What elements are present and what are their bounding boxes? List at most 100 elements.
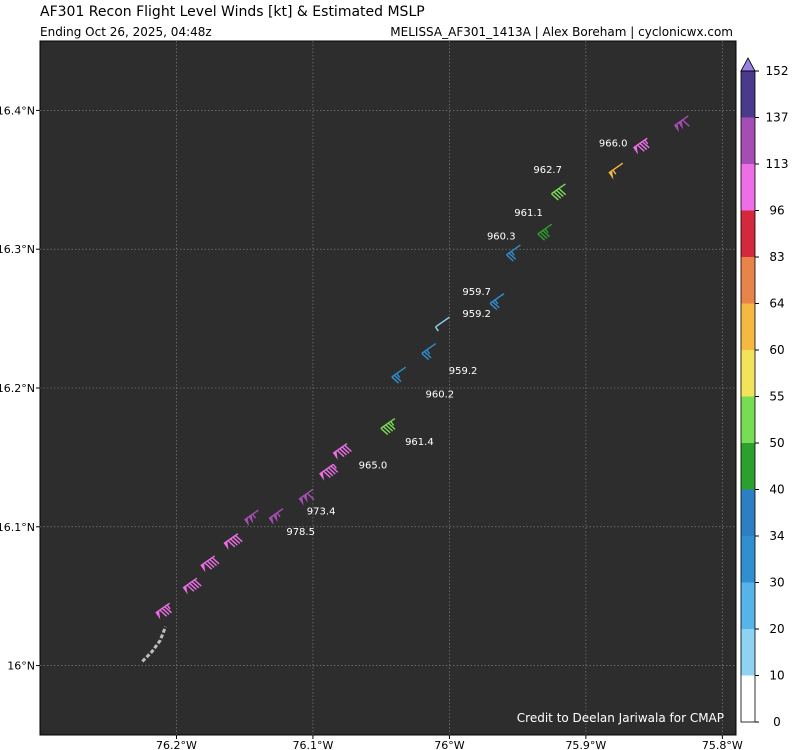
barb-flag xyxy=(244,517,250,527)
barb-flag xyxy=(674,123,679,133)
colorbar-tick-label: 30 xyxy=(769,576,784,590)
colorbar-tick-label: 60 xyxy=(769,343,784,357)
mslp-label: 962.7 xyxy=(533,165,562,176)
mslp-label: 961.1 xyxy=(514,208,543,219)
wind-barb xyxy=(182,577,202,595)
barb-staff xyxy=(673,115,689,127)
barb-flag xyxy=(200,563,206,573)
x-tick-label: 76.2°W xyxy=(156,739,197,750)
barb-full xyxy=(194,579,202,587)
colorbar-tick-label: 64 xyxy=(769,297,784,311)
barb-half xyxy=(510,250,515,256)
barb-full xyxy=(341,446,350,454)
barb-full xyxy=(641,141,650,149)
barb-full xyxy=(306,492,315,501)
x-tick-label: 75.9°W xyxy=(565,739,606,750)
barb-staff xyxy=(298,488,314,500)
colorbar-tick-label: 55 xyxy=(769,390,784,404)
barb-staff xyxy=(551,183,566,195)
colorbar-segment xyxy=(741,582,755,629)
wind-barb xyxy=(268,508,284,526)
barb-half xyxy=(252,513,257,519)
y-tick-label: 16.4°N xyxy=(0,104,35,117)
barb-full xyxy=(186,584,195,592)
colorbar-tick-label: 137 xyxy=(766,111,789,125)
colorbar-segment xyxy=(741,396,755,443)
colorbar-tick-label: 0 xyxy=(773,715,781,729)
source-credit: MELISSA_AF301_1413A | Alex Boreham | cyc… xyxy=(390,25,733,39)
gridlines xyxy=(40,41,736,735)
barb-full xyxy=(385,424,394,432)
wind-barb xyxy=(380,417,396,436)
wind-barb xyxy=(223,533,243,551)
barb-flag xyxy=(633,145,638,155)
barb-full xyxy=(537,233,546,241)
mslp-label: 960.2 xyxy=(426,390,455,401)
colorbar-segment xyxy=(741,117,755,164)
barb-staff xyxy=(380,417,396,429)
barb-full xyxy=(636,144,645,152)
barb-full xyxy=(421,352,430,361)
barb-full xyxy=(204,562,213,570)
barb-full xyxy=(391,376,400,384)
y-axis-ticks: 16°N 16.1°N 16.2°N 16.3°N 16.4°N xyxy=(0,104,40,673)
wind-barb xyxy=(200,555,220,573)
colorbar-segment xyxy=(741,443,755,490)
wind-barb xyxy=(244,509,259,527)
barb-full xyxy=(159,609,168,617)
wind-barb xyxy=(155,602,173,620)
barb-full xyxy=(551,193,559,201)
barb-flag xyxy=(303,493,308,503)
barb-full xyxy=(328,467,336,475)
x-tick-label: 75.8°W xyxy=(702,739,743,750)
barb-full xyxy=(555,189,564,198)
chart-title: AF301 Recon Flight Level Winds [kt] & Es… xyxy=(40,4,425,20)
barb-full xyxy=(323,470,331,478)
y-tick-label: 16°N xyxy=(7,660,35,673)
barb-flag xyxy=(319,471,325,481)
barb-full xyxy=(189,582,197,591)
mslp-label: 973.4 xyxy=(307,506,336,517)
barb-flag xyxy=(155,610,161,620)
barb-flag xyxy=(248,514,254,524)
barb-full xyxy=(558,188,567,196)
barb-staff xyxy=(506,244,521,256)
colorbar-tick-label: 83 xyxy=(769,250,784,264)
barb-staff xyxy=(268,508,284,520)
colorbar-segment xyxy=(741,257,755,304)
barb-flag xyxy=(223,541,229,551)
barb-staff xyxy=(608,162,624,174)
barb-full xyxy=(330,465,339,473)
barb-full xyxy=(553,191,562,199)
barb-full xyxy=(336,449,345,458)
barb-half xyxy=(276,512,281,518)
wind-barb xyxy=(298,488,315,506)
colorbar-tick-label: 10 xyxy=(769,669,784,683)
colorbar-segment xyxy=(741,350,755,397)
barb-flag xyxy=(268,516,274,526)
barb-full xyxy=(227,540,236,548)
wind-barb xyxy=(673,115,690,133)
mslp-label: 959.7 xyxy=(462,287,491,298)
barb-flag xyxy=(333,450,338,460)
mslp-label: 959.2 xyxy=(462,309,491,320)
barb-staff xyxy=(391,366,407,378)
barb-full xyxy=(209,558,218,567)
colorbar-tick-label: 40 xyxy=(769,483,784,497)
wind-barb xyxy=(434,316,450,332)
barb-full xyxy=(380,427,389,436)
barb-half xyxy=(332,463,337,469)
barb-full xyxy=(505,254,514,262)
barb-half xyxy=(434,326,439,332)
barb-staff xyxy=(537,223,553,235)
barb-full xyxy=(492,301,500,309)
colorbar-tick-label: 152 xyxy=(766,64,789,78)
flight-track-segment xyxy=(141,626,167,663)
y-tick-label: 16.1°N xyxy=(0,521,35,534)
colorbar: 0 10 20 30 34 40 50 55 60 64 83 96 113 137 152 xyxy=(740,57,789,729)
colorbar-tick-label: 113 xyxy=(766,157,789,171)
colorbar-segment xyxy=(741,629,755,676)
wind-barb xyxy=(332,442,352,460)
wind-barb xyxy=(608,162,624,180)
colorbar-tick-label: 96 xyxy=(769,204,784,218)
